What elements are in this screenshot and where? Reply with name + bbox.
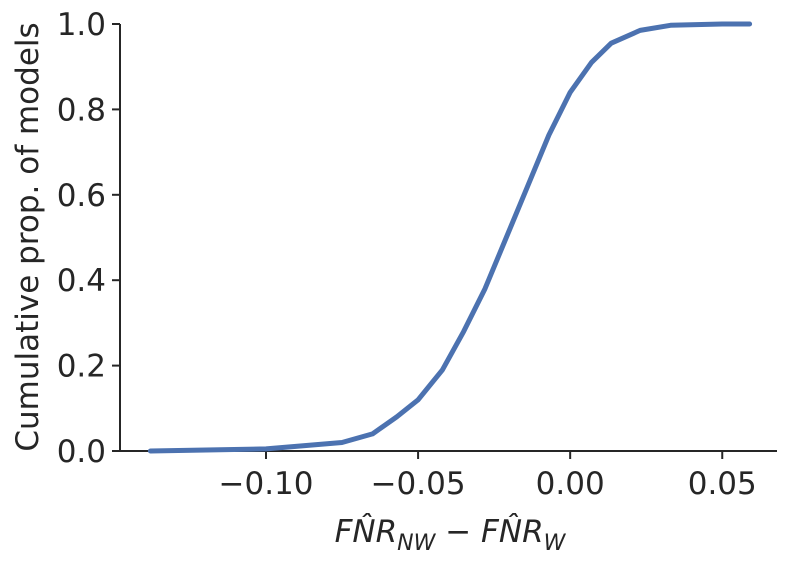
y-tick-label: 1.0 bbox=[57, 7, 106, 43]
x-label-subscript: W bbox=[544, 531, 567, 556]
y-tick-label: 0.6 bbox=[57, 178, 106, 214]
y-tick-label: 0.8 bbox=[57, 92, 106, 128]
y-tick-label: 0.4 bbox=[57, 263, 106, 299]
y-axis-label: Cumulative prop. of models bbox=[10, 22, 46, 451]
x-label-subscript: NW bbox=[397, 531, 436, 556]
x-label-text: FN̂R bbox=[335, 513, 398, 550]
cdf-line bbox=[147, 21, 753, 454]
y-tick-label: 0.0 bbox=[57, 434, 106, 470]
x-tick-label: 0.00 bbox=[536, 466, 605, 502]
x-label-text: − FN̂R bbox=[435, 513, 543, 550]
y-tick-label: 0.2 bbox=[57, 349, 106, 385]
x-tick-label: −0.10 bbox=[219, 466, 314, 502]
x-axis-label: FN̂RNW − FN̂RW bbox=[335, 513, 567, 556]
x-tick-label: 0.05 bbox=[688, 466, 757, 502]
x-tick-label: −0.05 bbox=[371, 466, 466, 502]
